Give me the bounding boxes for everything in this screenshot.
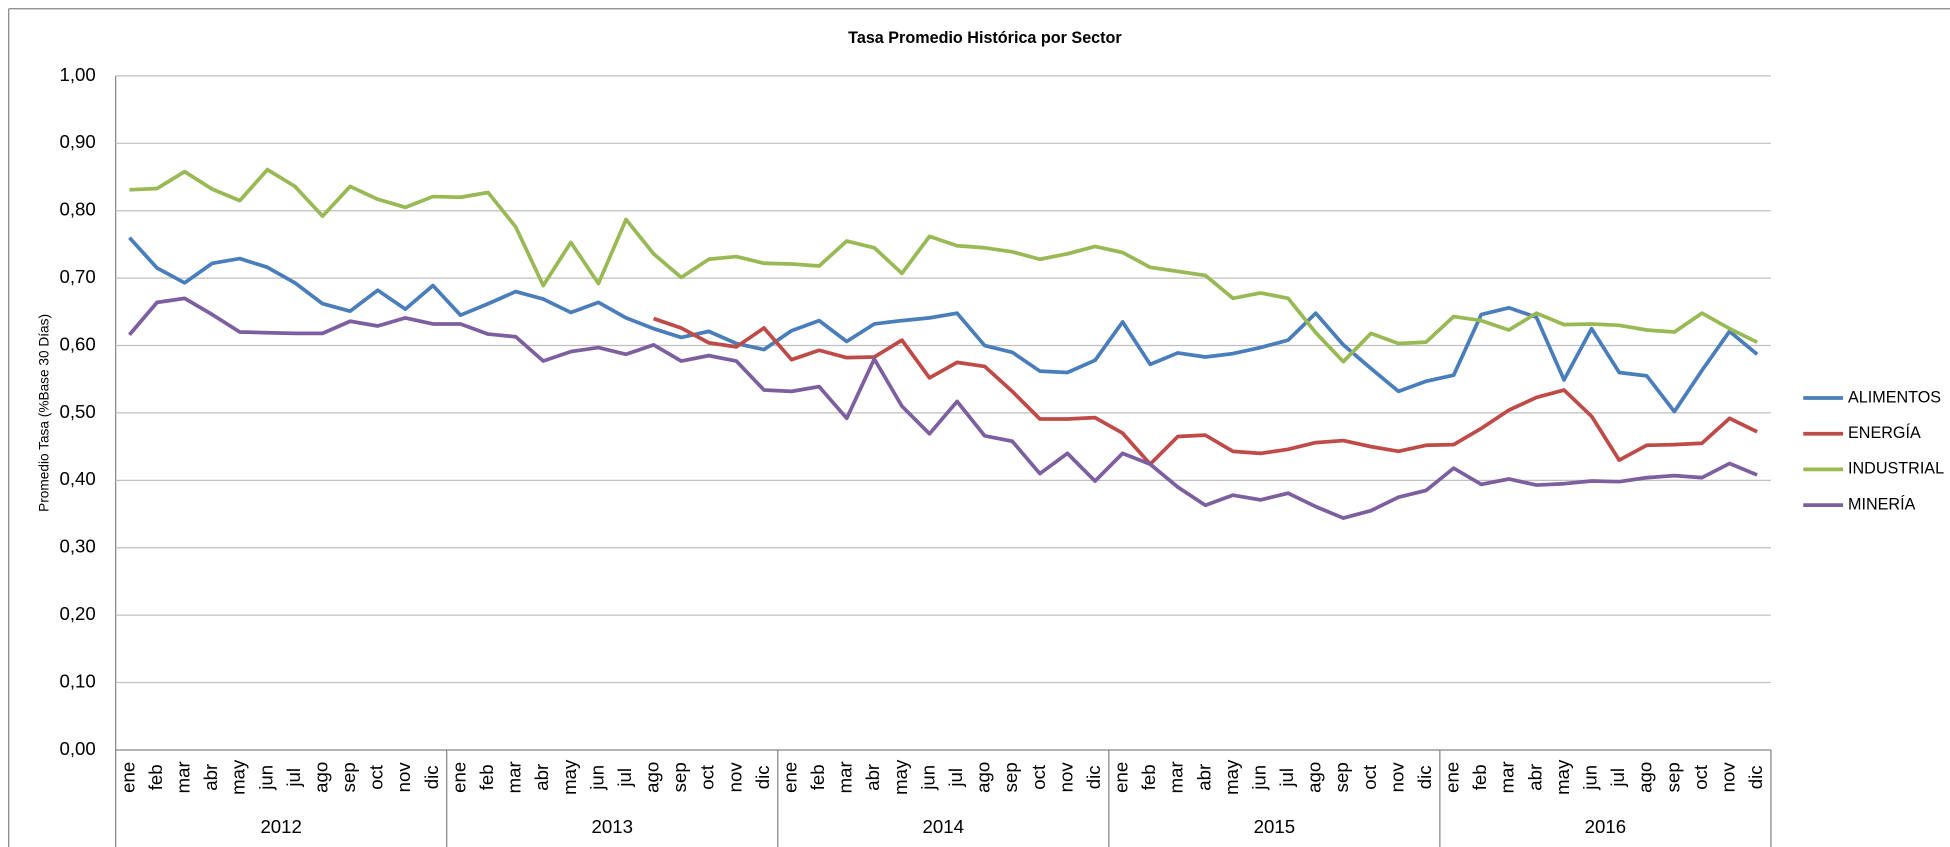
- x-tick-label: nov: [1717, 762, 1738, 793]
- x-group-label: 2013: [592, 816, 633, 837]
- y-tick-label: 0,10: [59, 670, 95, 691]
- x-tick-label: abr: [531, 764, 552, 791]
- y-tick-label: 0,40: [59, 468, 95, 489]
- x-tick-label: dic: [1083, 765, 1104, 789]
- x-tick-label: oct: [366, 764, 387, 790]
- x-tick-label: jun: [255, 765, 276, 791]
- x-tick-label: ago: [1635, 762, 1656, 793]
- x-tick-label: may: [228, 759, 249, 795]
- y-tick-label: 0,20: [59, 603, 95, 624]
- chart-title: Tasa Promedio Histórica por Sector: [848, 29, 1122, 47]
- x-tick-label: may: [1552, 759, 1573, 795]
- x-tick-label: ago: [642, 762, 663, 793]
- x-tick-label: ene: [1111, 762, 1132, 793]
- x-tick-label: may: [559, 759, 580, 795]
- x-tick-label: jul: [614, 768, 635, 788]
- x-tick-label: abr: [862, 764, 883, 791]
- x-tick-label: jul: [945, 768, 966, 788]
- x-group-label: 2016: [1585, 816, 1626, 837]
- x-group-label: 2014: [923, 816, 964, 837]
- x-tick-label: oct: [1690, 764, 1711, 790]
- x-tick-label: mar: [504, 761, 525, 793]
- x-tick-label: oct: [1359, 764, 1380, 790]
- x-tick-label: mar: [1166, 761, 1187, 793]
- x-tick-label: jun: [586, 765, 607, 791]
- x-tick-label: ene: [117, 762, 138, 793]
- x-tick-label: jun: [1580, 765, 1601, 791]
- x-group-label: 2012: [260, 816, 301, 837]
- x-tick-label: abr: [1524, 764, 1545, 791]
- x-tick-label: dic: [1745, 765, 1766, 789]
- x-tick-label: sep: [338, 762, 359, 792]
- x-tick-label: mar: [835, 761, 856, 793]
- x-tick-label: jun: [1248, 765, 1269, 791]
- y-tick-label: 0,60: [59, 333, 95, 354]
- x-group-label: 2015: [1254, 816, 1295, 837]
- x-tick-label: abr: [1193, 764, 1214, 791]
- x-tick-label: mar: [173, 761, 194, 793]
- series-line: [128, 236, 1759, 414]
- x-tick-label: nov: [1055, 762, 1076, 793]
- x-tick-label: dic: [752, 765, 773, 789]
- x-tick-label: ago: [973, 762, 994, 793]
- legend-label: MINERÍA: [1848, 494, 1916, 513]
- legend-label: INDUSTRIAL: [1848, 460, 1944, 478]
- x-tick-label: sep: [1331, 762, 1352, 792]
- x-tick-label: jul: [1607, 768, 1628, 788]
- x-tick-label: feb: [1469, 764, 1490, 790]
- x-tick-label: ago: [310, 762, 331, 793]
- x-tick-label: mar: [1497, 761, 1518, 793]
- y-tick-label: 0,70: [59, 266, 95, 287]
- x-tick-label: feb: [1138, 764, 1159, 790]
- y-tick-label: 0,30: [59, 536, 95, 557]
- x-tick-label: nov: [724, 762, 745, 793]
- x-tick-label: jul: [1276, 768, 1297, 788]
- x-tick-label: dic: [1414, 765, 1435, 789]
- x-tick-label: feb: [807, 764, 828, 790]
- y-axis-label: Promedio Tasa (%Base 30 Días): [36, 314, 51, 512]
- y-tick-label: 0,00: [59, 738, 95, 759]
- series-line: [653, 316, 1758, 467]
- y-tick-label: 1,00: [59, 64, 95, 85]
- x-tick-label: ene: [448, 762, 469, 793]
- x-tick-label: oct: [1028, 764, 1049, 790]
- y-tick-label: 0,50: [59, 401, 95, 422]
- legend-label: ALIMENTOS: [1848, 388, 1941, 406]
- series-line: [128, 296, 1758, 520]
- x-tick-label: may: [890, 759, 911, 795]
- x-tick-label: sep: [1662, 762, 1683, 792]
- legend-label: ENERGÍA: [1848, 423, 1921, 442]
- x-tick-label: jul: [283, 768, 304, 788]
- x-tick-label: nov: [1386, 762, 1407, 793]
- x-tick-label: nov: [393, 762, 414, 793]
- x-tick-label: may: [1221, 759, 1242, 795]
- x-tick-label: oct: [697, 764, 718, 790]
- x-tick-label: feb: [145, 764, 166, 790]
- series-line: [129, 167, 1758, 364]
- x-tick-label: sep: [1000, 762, 1021, 792]
- x-tick-label: jun: [917, 765, 938, 791]
- x-tick-label: dic: [421, 765, 442, 789]
- y-tick-label: 0,90: [59, 131, 95, 152]
- x-tick-label: abr: [200, 764, 221, 791]
- x-tick-label: feb: [476, 764, 497, 790]
- x-tick-label: ago: [1304, 762, 1325, 793]
- x-tick-label: ene: [779, 762, 800, 793]
- x-tick-label: sep: [669, 762, 690, 792]
- x-tick-label: ene: [1442, 762, 1463, 793]
- y-tick-label: 0,80: [59, 199, 95, 220]
